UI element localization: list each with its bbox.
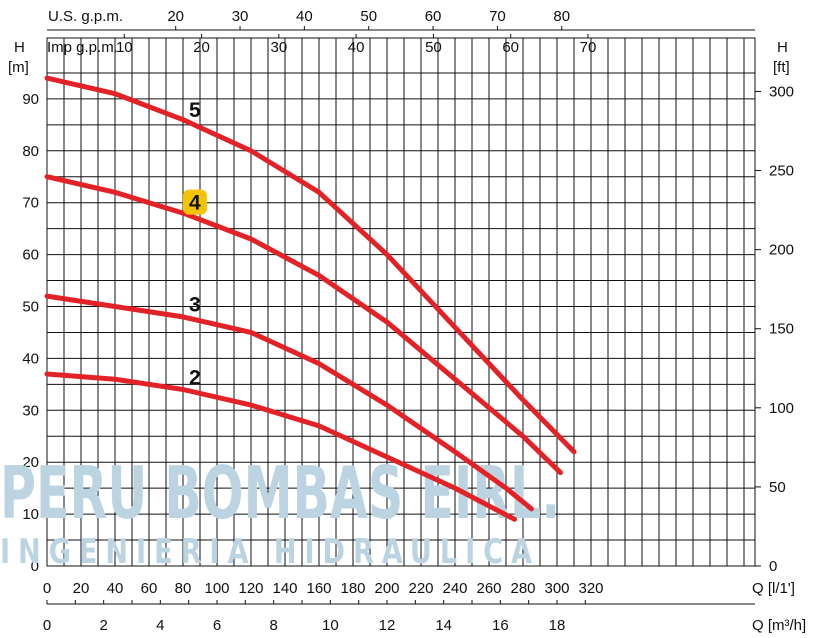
top2-tick-label: 20 [193, 39, 210, 56]
x-m3h-tick-label: 18 [549, 617, 566, 634]
y-m-tick-label: 40 [22, 350, 39, 367]
watermark-title: PERU BOMBAS EIRL. [0, 451, 560, 535]
curve-stage-3 [44, 293, 534, 512]
curve-stage-4 [44, 174, 563, 476]
x-lpm-tick-label: 200 [374, 580, 399, 597]
curve-label-5: 5 [189, 99, 201, 122]
axis-titles: U.S. g.p.m. Imp g.p.m. H [m] H [ft] Q [l… [8, 8, 806, 634]
x-lpm-tick-label: 80 [175, 580, 192, 597]
y-m-tick-label: 50 [22, 299, 39, 316]
top2-tick-label: 50 [425, 39, 442, 56]
x-lpm-tick-label: 120 [238, 580, 263, 597]
x-m3h-tick-label: 12 [379, 617, 396, 634]
x-lpm-tick-label: 60 [141, 580, 158, 597]
x-lpm-tick-label: 100 [204, 580, 229, 597]
watermark-subtitle: INGENIERIA HIDRAULICA [0, 532, 540, 572]
curve-label-4: 4 [189, 192, 201, 215]
x-lpm-tick-label: 300 [544, 580, 569, 597]
y-m-tick-label: 70 [22, 195, 39, 212]
top1-tick-label: 80 [553, 8, 570, 25]
y-ft-tick-label: 150 [769, 321, 794, 338]
right-axis-title-h: H [777, 39, 788, 56]
y-ft-tick-label: 200 [769, 242, 794, 259]
top2-tick-label: 30 [271, 39, 288, 56]
curve-label-3: 3 [189, 294, 201, 317]
x-lpm-tick-label: 40 [107, 580, 124, 597]
left-axis-title-h: H [14, 39, 25, 56]
bottom-axes: 0 20 40 60 80 100 120 140 160 180 200 220 240 260 280 3… [43, 580, 755, 634]
x-lpm-tick-label: 180 [340, 580, 365, 597]
right-axis-title-unit: [ft] [773, 59, 790, 76]
x-m3h-tick-label: 6 [213, 617, 221, 634]
curve-labels: 5 4 3 2 [182, 99, 207, 389]
x-lpm-tick-label: 140 [272, 580, 297, 597]
x-lpm-tick-label: 160 [306, 580, 331, 597]
top1-axis-label: U.S. g.p.m. [48, 8, 123, 25]
curve-stage-2 [44, 371, 517, 522]
top1-tick-label: 70 [489, 8, 506, 25]
y-ft-tick-label: 50 [769, 479, 786, 496]
y-m-tick-label: 80 [22, 143, 39, 160]
left-axis-title-unit: [m] [8, 59, 29, 76]
bottom2-axis-label: Q [m³/h] [752, 617, 806, 634]
right-axis-feet: 0 50 100 150 200 250 300 [755, 83, 794, 575]
top1-tick-label: 30 [232, 8, 249, 25]
y-ft-tick-label: 250 [769, 163, 794, 180]
y-m-tick-label: 10 [22, 506, 39, 523]
curves [44, 75, 577, 522]
y-ft-tick-label: 300 [769, 83, 794, 100]
plot-frame [46, 37, 756, 567]
x-lpm-tick-label: 240 [442, 580, 467, 597]
top1-tick-label: 40 [296, 8, 313, 25]
top2-tick-label: 40 [348, 39, 365, 56]
x-m3h-tick-label: 14 [435, 617, 452, 634]
curve-label-highlight-badge [182, 189, 207, 215]
x-m3h-tick-label: 16 [492, 617, 509, 634]
x-lpm-tick-label: 280 [510, 580, 535, 597]
x-lpm-tick-label: 20 [73, 580, 90, 597]
x-lpm-tick-label: 220 [408, 580, 433, 597]
y-m-tick-label: 90 [22, 91, 39, 108]
curve-stage-5 [44, 75, 577, 455]
top2-tick-label: 70 [580, 39, 597, 56]
top1-tick-label: 20 [167, 8, 184, 25]
x-lpm-tick-label: 0 [43, 580, 51, 597]
x-lpm-tick-label: 260 [476, 580, 501, 597]
y-m-tick-label: 20 [22, 454, 39, 471]
x-m3h-tick-label: 2 [99, 617, 107, 634]
top-axes: 20 30 40 50 60 70 80 10 20 30 40 50 60 70 [47, 8, 755, 56]
curve-label-2: 2 [189, 366, 201, 389]
bottom1-axis-label: Q [l/1'] [752, 580, 795, 597]
x-m3h-tick-label: 0 [43, 617, 51, 634]
y-m-tick-label: 30 [22, 402, 39, 419]
x-lpm-tick-label: 320 [578, 580, 603, 597]
x-m3h-tick-label: 8 [269, 617, 277, 634]
top2-tick-label: 10 [116, 39, 133, 56]
x-m3h-tick-label: 4 [156, 617, 164, 634]
y-ft-tick-label: 0 [769, 558, 777, 575]
y-ft-tick-label: 100 [769, 400, 794, 417]
x-m3h-tick-label: 10 [322, 617, 339, 634]
watermark: PERU BOMBAS EIRL. INGENIERIA HIDRAULICA [0, 451, 560, 572]
top1-tick-label: 50 [360, 8, 377, 25]
top2-tick-label: 60 [502, 39, 519, 56]
top1-tick-label: 60 [425, 8, 442, 25]
chart-grid [46, 37, 756, 567]
y-m-tick-label: 0 [31, 558, 39, 575]
left-axis-meters: 0 10 20 30 40 50 60 70 80 90 [22, 91, 39, 575]
top2-axis-label: Imp g.p.m. [47, 39, 118, 56]
y-m-tick-label: 60 [22, 247, 39, 264]
